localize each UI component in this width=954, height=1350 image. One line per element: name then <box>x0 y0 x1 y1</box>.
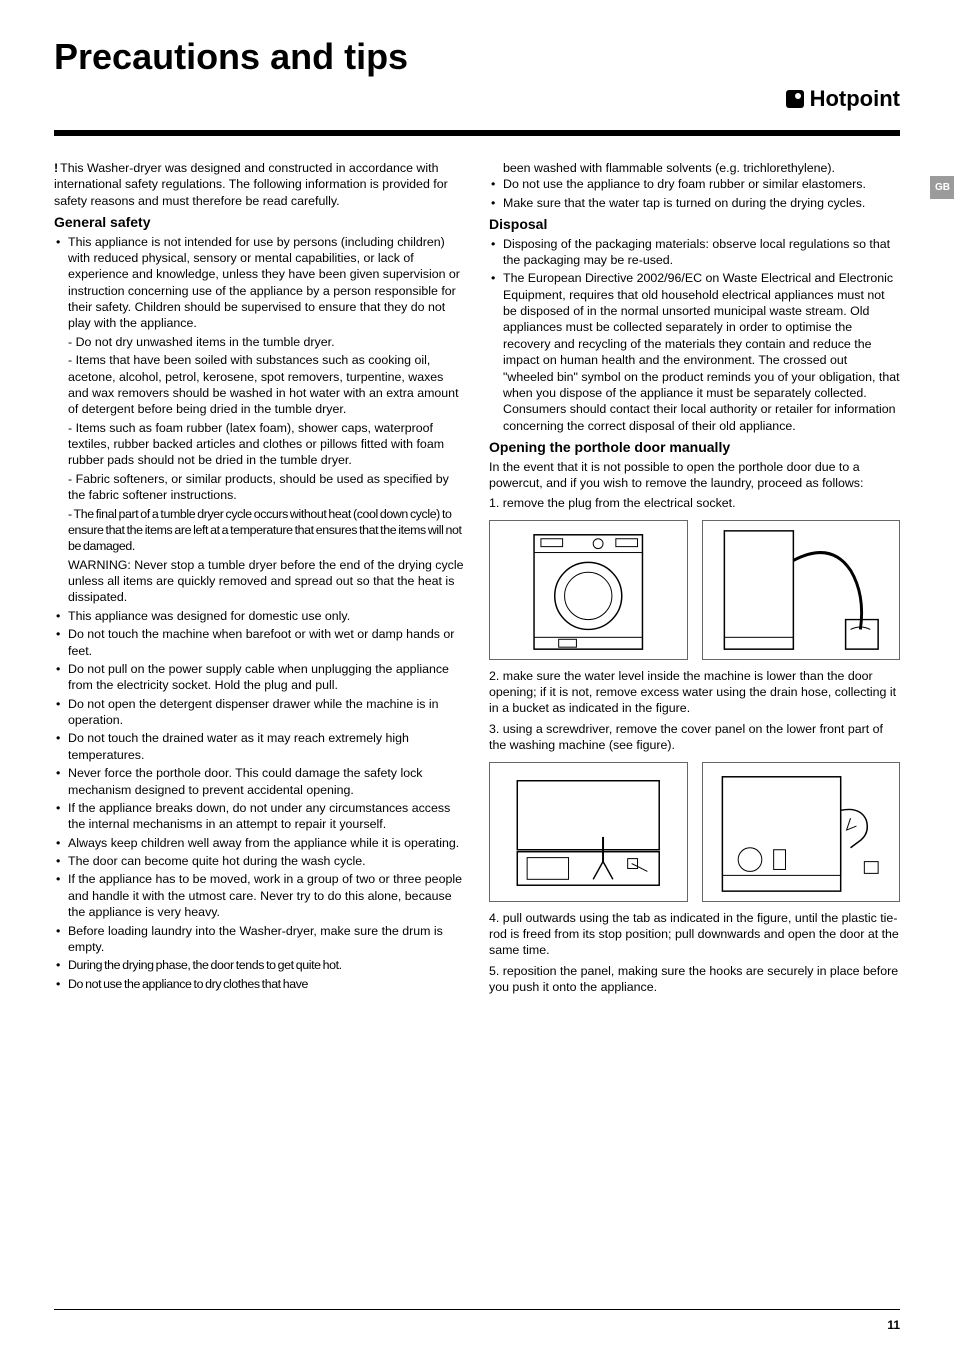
header-rule <box>54 130 900 136</box>
brand-icon <box>786 90 804 108</box>
list-text: During the drying phase, the door tends … <box>68 958 342 972</box>
sub-item: - Items such as foam rubber (latex foam)… <box>68 420 465 469</box>
list-text: Do not touch the machine when barefoot o… <box>68 627 454 657</box>
continuation-list: Do not use the appliance to dry foam rub… <box>489 176 900 211</box>
figure-drain-hose <box>702 520 901 660</box>
porthole-intro: In the event that it is not possible to … <box>489 459 900 492</box>
step-4: 4. pull outwards using the tab as indica… <box>489 910 900 959</box>
list-item: If the appliance breaks down, do not und… <box>54 800 465 833</box>
list-text: Do not use the appliance to dry clothes … <box>68 977 308 991</box>
sub-item: - Items that have been soiled with subst… <box>68 352 465 418</box>
list-text: The door can become quite hot during the… <box>68 854 366 868</box>
list-text: This appliance was designed for domestic… <box>68 609 350 623</box>
brand-text: Hotpoint <box>810 86 900 112</box>
list-item: Do not touch the drained water as it may… <box>54 730 465 763</box>
figure-remove-panel <box>489 762 688 902</box>
footer-rule <box>54 1309 900 1310</box>
list-item: Do not open the detergent dispenser draw… <box>54 696 465 729</box>
step-1: 1. remove the plug from the electrical s… <box>489 495 900 511</box>
list-text: Disposing of the packaging materials: ob… <box>503 237 890 267</box>
list-item: This appliance was designed for domestic… <box>54 608 465 624</box>
step-5: 5. reposition the panel, making sure the… <box>489 963 900 996</box>
warning-icon: ! <box>54 161 58 175</box>
figure-washer-front <box>489 520 688 660</box>
list-item: During the drying phase, the door tends … <box>54 957 465 973</box>
list-text: Before loading laundry into the Washer-d… <box>68 924 443 954</box>
list-item: Never force the porthole door. This coul… <box>54 765 465 798</box>
section-disposal: Disposal <box>489 215 900 233</box>
column-left: !This Washer-dryer was designed and cons… <box>54 160 465 995</box>
brand-logo: Hotpoint <box>786 86 900 112</box>
list-text: Make sure that the water tap is turned o… <box>503 196 865 210</box>
list-text: Do not touch the drained water as it may… <box>68 731 409 761</box>
figure-pull-tab <box>702 762 901 902</box>
list-text: Do not open the detergent dispenser draw… <box>68 697 439 727</box>
list-text: If the appliance has to be moved, work i… <box>68 872 462 919</box>
list-item: Always keep children well away from the … <box>54 835 465 851</box>
continuation-text: been washed with flammable solvents (e.g… <box>489 160 900 176</box>
disposal-list: Disposing of the packaging materials: ob… <box>489 236 900 435</box>
sub-item: WARNING: Never stop a tumble dryer befor… <box>68 557 465 606</box>
intro-text: This Washer-dryer was designed and const… <box>54 161 448 208</box>
step-3: 3. using a screwdriver, remove the cover… <box>489 721 900 754</box>
section-porthole: Opening the porthole door manually <box>489 438 900 456</box>
list-item: The door can become quite hot during the… <box>54 853 465 869</box>
list-text: Always keep children well away from the … <box>68 836 459 850</box>
list-text: Do not pull on the power supply cable wh… <box>68 662 449 692</box>
list-item: The European Directive 2002/96/EC on Was… <box>489 270 900 434</box>
language-tab: GB <box>930 176 954 199</box>
list-item: Before loading laundry into the Washer-d… <box>54 923 465 956</box>
list-text: If the appliance breaks down, do not und… <box>68 801 450 831</box>
brand-row: Hotpoint <box>54 86 900 112</box>
list-text: Do not use the appliance to dry foam rub… <box>503 177 866 191</box>
list-item: Disposing of the packaging materials: ob… <box>489 236 900 269</box>
list-item: Do not use the appliance to dry foam rub… <box>489 176 900 192</box>
sub-item: - Do not dry unwashed items in the tumbl… <box>68 334 465 350</box>
page-title: Precautions and tips <box>54 36 900 78</box>
figure-row-1 <box>489 520 900 660</box>
page-number: 11 <box>887 1318 900 1332</box>
sub-item: - The final part of a tumble dryer cycle… <box>68 506 465 555</box>
list-text: This appliance is not intended for use b… <box>68 235 460 331</box>
list-item: Do not pull on the power supply cable wh… <box>54 661 465 694</box>
list-item: If the appliance has to be moved, work i… <box>54 871 465 920</box>
list-item: This appliance is not intended for use b… <box>54 234 465 606</box>
intro-paragraph: !This Washer-dryer was designed and cons… <box>54 160 465 209</box>
sub-item: - Fabric softeners, or similar products,… <box>68 471 465 504</box>
figure-row-2 <box>489 762 900 902</box>
section-general-safety: General safety <box>54 213 465 231</box>
list-item: Do not touch the machine when barefoot o… <box>54 626 465 659</box>
column-right: been washed with flammable solvents (e.g… <box>489 160 900 995</box>
list-item: Make sure that the water tap is turned o… <box>489 195 900 211</box>
general-safety-list: This appliance is not intended for use b… <box>54 234 465 993</box>
list-text: The European Directive 2002/96/EC on Was… <box>503 271 900 432</box>
list-item: Do not use the appliance to dry clothes … <box>54 976 465 992</box>
list-text: Never force the porthole door. This coul… <box>68 766 422 796</box>
step-2: 2. make sure the water level inside the … <box>489 668 900 717</box>
